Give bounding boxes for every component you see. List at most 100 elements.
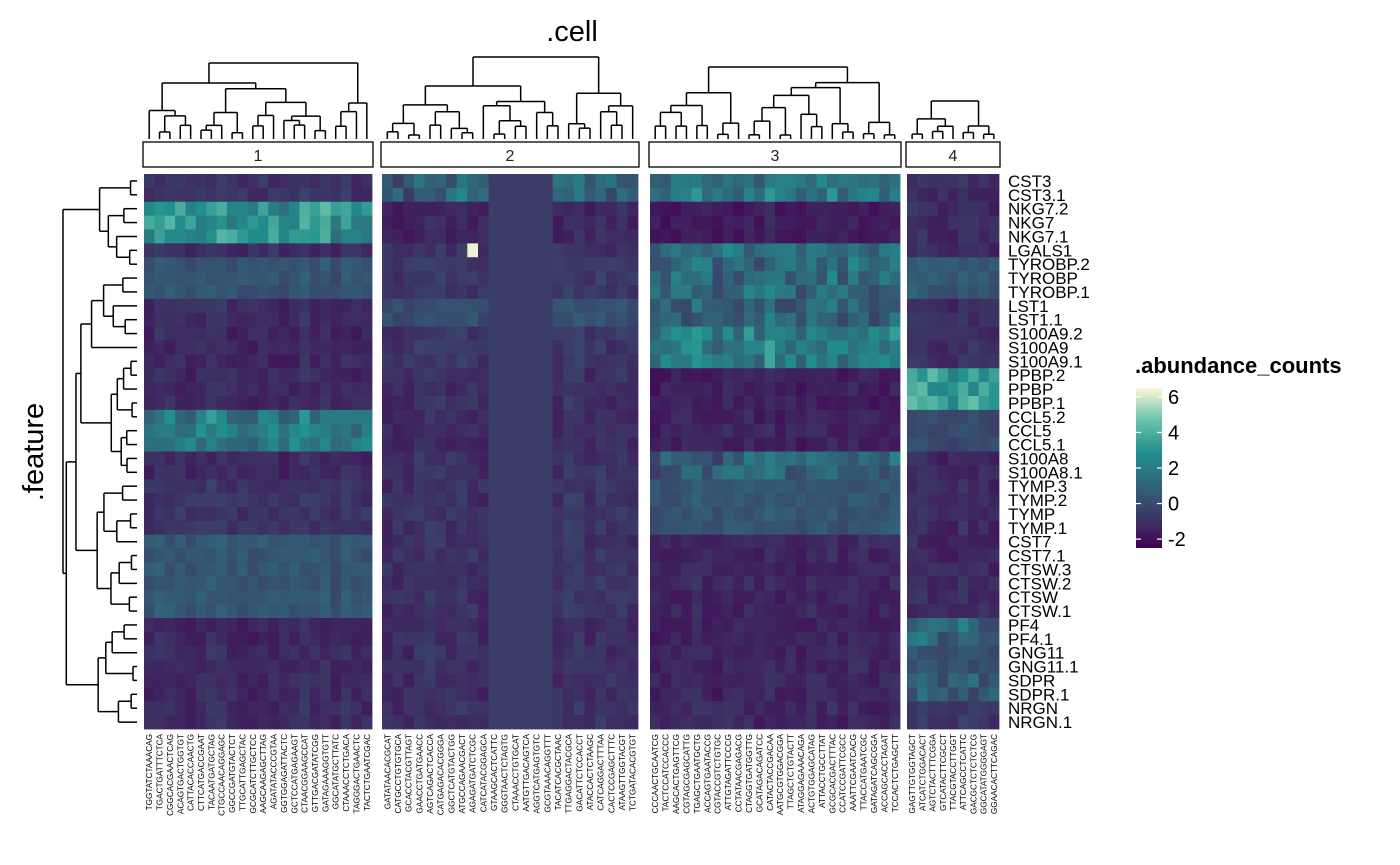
heatmap-cell (650, 604, 661, 619)
heatmap-cell (775, 701, 786, 716)
heatmap-cell (917, 631, 928, 647)
heatmap-cell (520, 479, 532, 494)
heatmap-cell (340, 479, 352, 494)
heatmap-cell (837, 465, 849, 480)
heatmap-cell (584, 715, 596, 730)
heatmap-cell (175, 451, 186, 466)
heatmap-cell (414, 243, 426, 258)
heatmap-cell (237, 174, 249, 189)
heatmap-cell (988, 520, 1000, 536)
heatmap-cell (226, 215, 238, 230)
heatmap-cell (785, 312, 797, 328)
heatmap-cell (947, 423, 959, 439)
heatmap-cell (351, 326, 363, 341)
heatmap-cell (660, 687, 672, 702)
heatmap-cell (816, 604, 828, 619)
heatmap-cell (816, 312, 828, 328)
heatmap-cell (382, 645, 394, 661)
heatmap-cell (320, 298, 331, 314)
heatmap-cell (917, 257, 928, 272)
heatmap-cell (361, 187, 373, 203)
heatmap-cell (775, 659, 786, 674)
heatmap-cell (154, 409, 166, 425)
heatmap-cell (858, 174, 870, 189)
heatmap-cell (907, 354, 918, 369)
heatmap-cell (660, 465, 672, 480)
heatmap-cell (722, 215, 734, 230)
heatmap-cell (488, 396, 500, 411)
heatmap-cell (435, 548, 447, 563)
heatmap-cell (660, 645, 672, 661)
row-label: CCL5 (1008, 422, 1051, 441)
heatmap-cell (258, 354, 269, 369)
heatmap-cell (827, 715, 838, 730)
heatmap-cell (670, 465, 682, 480)
heatmap-cell (616, 326, 628, 341)
heatmap-cell (702, 201, 713, 217)
heatmap-cell (660, 673, 672, 688)
row-label: NKG7 (1008, 214, 1054, 233)
heatmap-cell (510, 479, 522, 494)
heatmap-cell (879, 326, 890, 341)
heatmap-cell (660, 659, 672, 674)
heatmap-cell (563, 271, 575, 286)
heatmap-cell (299, 243, 311, 258)
heatmap-cell (330, 687, 342, 702)
heatmap-cell (616, 368, 628, 383)
heatmap-cell (552, 298, 564, 314)
heatmap-cell (584, 285, 596, 300)
heatmap-cell (785, 548, 797, 563)
heatmap-cell (216, 576, 228, 591)
heatmap-cell (456, 312, 468, 328)
heatmap-cell (691, 493, 703, 508)
heatmap-cell (226, 715, 238, 730)
heatmap-cell (827, 312, 838, 328)
heatmap-cell (785, 257, 797, 272)
heatmap-cell (627, 215, 639, 230)
heatmap-cell (237, 548, 249, 563)
heatmap-cell (195, 715, 207, 730)
heatmap-cell (510, 576, 522, 591)
heatmap-cell (681, 257, 693, 272)
heatmap-cell (837, 451, 849, 466)
heatmap-cell (382, 298, 394, 314)
heatmap-cell (764, 465, 776, 480)
heatmap-cell (691, 215, 703, 230)
heatmap-cell (879, 590, 890, 605)
heatmap-cell (606, 187, 618, 203)
heatmap-cell (754, 409, 765, 425)
column-label: CTAAACCTGTGCAT (511, 734, 520, 811)
heatmap-cell (289, 687, 300, 702)
heatmap-cell (702, 396, 713, 411)
heatmap-cell (542, 701, 554, 716)
heatmap-cell (937, 298, 949, 314)
heatmap-cell (206, 354, 217, 369)
heatmap-cell (917, 215, 928, 230)
heatmap-cell (702, 257, 713, 272)
heatmap-cell (785, 187, 797, 203)
heatmap-cell (847, 534, 859, 550)
heatmap-cell (144, 354, 155, 369)
heatmap-cell (606, 493, 618, 508)
heatmap-cell (435, 465, 447, 480)
heatmap-cell (879, 562, 890, 577)
heatmap-cell (616, 437, 628, 452)
heatmap-cell (424, 340, 436, 355)
heatmap-cell (868, 715, 880, 730)
heatmap-cell (268, 382, 280, 397)
column-label: GAGTTGTGGTAGCT (908, 734, 917, 813)
heatmap-cell (414, 312, 426, 328)
heatmap-cell (414, 715, 426, 730)
heatmap-cell (868, 493, 880, 508)
heatmap-cell (340, 312, 352, 328)
heatmap-cell (754, 507, 765, 522)
heatmap-cell (531, 451, 543, 466)
heatmap-cell (299, 215, 311, 230)
heatmap-cell (733, 562, 745, 577)
heatmap-cell (827, 604, 838, 619)
heatmap-cell (712, 423, 724, 439)
heatmap-cell (531, 507, 543, 522)
heatmap-cell (510, 285, 522, 300)
heatmap-cell (520, 465, 532, 480)
heatmap-cell (403, 631, 415, 647)
